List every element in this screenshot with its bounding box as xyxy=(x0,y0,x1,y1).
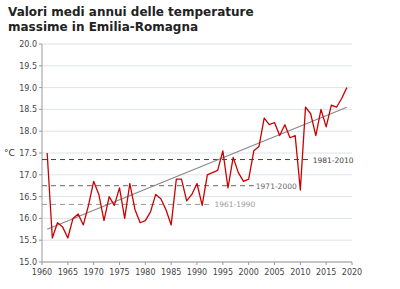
y-axis-label: °C xyxy=(4,148,15,158)
grid-line xyxy=(42,262,352,263)
x-tick-label: 1975 xyxy=(109,268,129,277)
y-axis xyxy=(42,44,43,262)
grid-line xyxy=(42,131,352,132)
title: Valori medi annui delle temperaturemassi… xyxy=(8,5,254,34)
grid-line xyxy=(42,65,352,66)
x-tick-label: 1960 xyxy=(32,268,52,277)
x-tick-label: 2000 xyxy=(238,268,258,277)
x-tick-label: 2020 xyxy=(342,268,362,277)
y-tick-label: 19.0 xyxy=(19,84,37,93)
grid-line xyxy=(42,196,352,197)
x-tick-label: 2010 xyxy=(290,268,310,277)
x-tick-label: 1965 xyxy=(58,268,78,277)
x-tick-label: 1995 xyxy=(213,268,233,277)
x-tick-label: 2015 xyxy=(316,268,336,277)
y-tick-label: 17.0 xyxy=(19,171,37,180)
reference-line xyxy=(42,159,311,160)
x-tick-label: 1980 xyxy=(135,268,155,277)
y-tick-label: 18.5 xyxy=(19,105,37,114)
grid-line xyxy=(42,87,352,88)
x-tick-label: 1985 xyxy=(161,268,181,277)
y-tick-label: 16.0 xyxy=(19,214,37,223)
title-line: massime in Emilia-Romagna xyxy=(8,20,198,34)
y-tick-label: 16.5 xyxy=(19,193,37,202)
y-tick-label: 18.0 xyxy=(19,127,37,136)
x-tick-label: 1970 xyxy=(83,268,103,277)
grid-line xyxy=(42,44,352,45)
temperature-line xyxy=(47,88,347,238)
y-tick-label: 19.5 xyxy=(19,62,37,71)
x-axis xyxy=(42,262,352,263)
y-tick-label: 17.5 xyxy=(19,149,37,158)
x-tick-label: 1990 xyxy=(187,268,207,277)
reference-label: 1981-2010 xyxy=(313,156,354,165)
grid-line xyxy=(42,218,352,219)
chart: Valori medi annui delle temperaturemassi… xyxy=(0,0,400,289)
x-tick-label: 2005 xyxy=(264,268,284,277)
y-tick-label: 15.0 xyxy=(19,258,37,267)
grid-line xyxy=(42,153,352,154)
y-tick-label: 20.0 xyxy=(19,40,37,49)
grid-line xyxy=(42,240,352,241)
reference-label: 1971-2000 xyxy=(256,182,297,191)
grid-line xyxy=(42,174,352,175)
reference-label: 1961-1990 xyxy=(215,200,256,209)
plot-area xyxy=(42,88,347,238)
y-tick-label: 15.5 xyxy=(19,236,37,245)
reference-line xyxy=(42,185,254,186)
title-line: Valori medi annui delle temperature xyxy=(8,5,254,19)
